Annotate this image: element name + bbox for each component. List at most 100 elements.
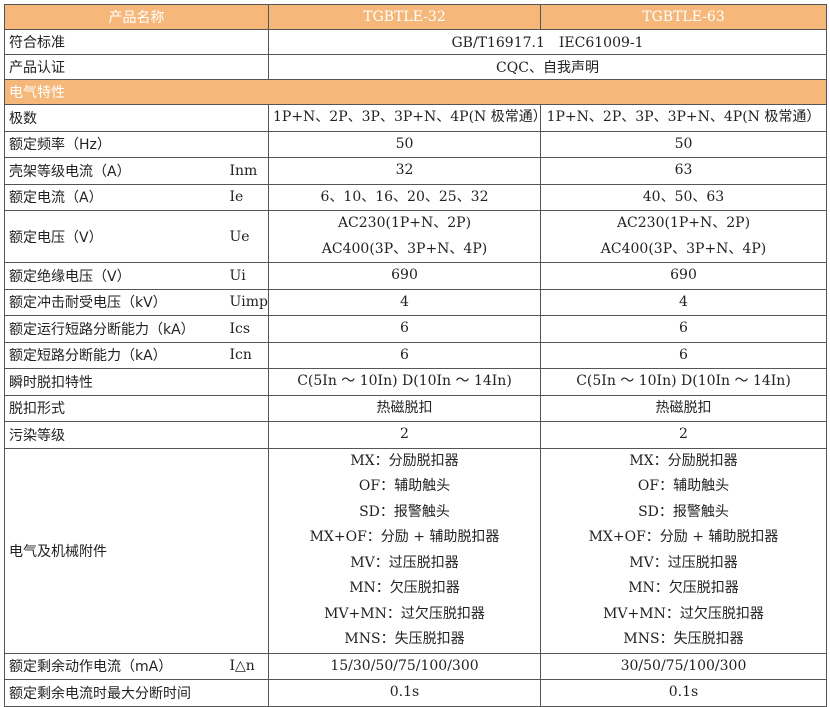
table-row: 额定电流（A） Ie 6、10、16、20、25、32 40、50、63 — [4, 183, 827, 211]
table-row: 电气及机械附件 MX：分励脱扣器 OF：辅助触头 SD：报警触头 MX+OF：分励 + … — [4, 447, 827, 654]
value-line: MV+MN：过欠压脱扣器 — [324, 605, 485, 622]
row-label: 额定剩余动作电流（mA） — [4, 652, 226, 680]
row-value: GB/T16917.1 IEC61009-1 — [268, 29, 827, 55]
table-row: 污染等级 2 2 — [4, 421, 827, 449]
row-label: 污染等级 — [4, 421, 226, 449]
value-line: 1P+N、2P、3P、3P+N、4P(N 极常通） — [546, 109, 821, 125]
value-line: MV+MN：过欠压脱扣器 — [603, 605, 764, 622]
value-line: 63 — [674, 162, 693, 178]
row-label: 额定绝缘电压（V） — [4, 262, 226, 290]
value-line: 2 — [679, 426, 688, 442]
row-value-1: 4 — [268, 288, 541, 316]
header-product-name: 产品名称 — [4, 4, 269, 30]
row-label: 产品认证 — [4, 54, 269, 80]
value-line: 50 — [395, 135, 414, 152]
value-line: 4 — [679, 293, 688, 310]
row-label: 额定短路分断能力（kA） — [4, 341, 226, 369]
value-line: OF：辅助触头 — [358, 478, 451, 494]
value-line: AC400(3P、3P+N、4P) — [600, 240, 767, 257]
row-value-2: 6 — [540, 315, 827, 343]
row-symbol: Uimp — [225, 288, 269, 316]
header-model-2: TGBTLE-63 — [540, 4, 827, 30]
value-line: 30/50/75/100/300 — [620, 657, 747, 674]
row-symbol: Icn — [225, 341, 269, 369]
value-line: MX+OF：分励 + 辅助脱扣器 — [588, 529, 779, 545]
row-label: 额定电流（A） — [4, 183, 226, 211]
value-line: MNS：失压脱扣器 — [344, 631, 465, 647]
row-symbol: Ie — [225, 183, 269, 211]
value-line: 0.1s — [668, 684, 699, 700]
row-label: 瞬时脱扣特性 — [4, 368, 226, 396]
row-value-2: 1P+N、2P、3P、3P+N、4P(N 极常通） — [540, 104, 827, 132]
row-label: 壳架等级电流（A） — [4, 157, 226, 185]
row-value-1: AC230(1P+N、2P) AC400(3P、3P+N、4P) — [268, 210, 541, 263]
table-row: 瞬时脱扣特性 C(5In ～ 10In) D(10In ～ 14In) C(5In … — [4, 368, 827, 396]
value-line: 0.1s — [389, 684, 420, 700]
row-value-1: 6 — [268, 341, 541, 369]
row-symbol: Ui — [225, 262, 269, 290]
value-line: 50 — [674, 135, 693, 152]
row-value-1: 热磁脱扣 — [268, 394, 541, 422]
row-value-2: 63 — [540, 157, 827, 185]
value-line: 40、50、63 — [642, 188, 725, 205]
row-value-2: AC230(1P+N、2P) AC400(3P、3P+N、4P) — [540, 210, 827, 263]
value-line: AC230(1P+N、2P) — [616, 215, 751, 231]
row-value-1: 0.1s — [268, 679, 541, 707]
table-row: 额定绝缘电压（V） Ui 690 690 — [4, 262, 827, 290]
value-line: MN：欠压脱扣器 — [628, 580, 739, 596]
row-symbol: Ue — [225, 210, 269, 263]
value-line: MX+OF：分励 + 辅助脱扣器 — [309, 529, 500, 545]
row-value-1: 32 — [268, 157, 541, 185]
table-row: 额定电压（V） Ue AC230(1P+N、2P) AC400(3P、3P+N、4P)… — [4, 210, 827, 263]
table-row: 极数 1P+N、2P、3P、3P+N、4P(N 极常通） 1P+N、2P、3P、3P… — [4, 104, 827, 132]
value-line: 6 — [679, 320, 688, 336]
row-symbol: Inm — [225, 157, 269, 185]
row-label: 极数 — [4, 104, 226, 132]
value-line: 6、10、16、20、25、32 — [320, 188, 489, 205]
value-line: 6 — [400, 346, 409, 363]
table-row: 额定频率（Hz） 50 50 — [4, 130, 827, 158]
row-value-2: 30/50/75/100/300 — [540, 652, 827, 680]
table-row: 额定剩余电流时最大分断时间 0.1s 0.1s — [4, 679, 827, 707]
value-line: AC400(3P、3P+N、4P) — [321, 240, 488, 257]
table-row: 脱扣形式 热磁脱扣 热磁脱扣 — [4, 394, 827, 422]
value-line: 1P+N、2P、3P、3P+N、4P(N 极常通） — [273, 109, 541, 125]
value-line: 690 — [391, 267, 418, 283]
value-line: OF：辅助触头 — [637, 478, 730, 494]
row-value-1: MX：分励脱扣器 OF：辅助触头 SD：报警触头 MX+OF：分励 + 辅助脱扣器 MV… — [268, 447, 541, 654]
value-line: 690 — [670, 267, 697, 283]
value-line: 热磁脱扣 — [655, 399, 712, 416]
row-symbol: Ics — [225, 315, 269, 343]
row-symbol: I△n — [225, 652, 269, 680]
row-value-1: 690 — [268, 262, 541, 290]
row-value-2: 2 — [540, 421, 827, 449]
row-value-2: 6 — [540, 341, 827, 369]
value-line: SD：报警触头 — [638, 503, 729, 520]
row-value-1: 6、10、16、20、25、32 — [268, 183, 541, 211]
row-symbol — [225, 447, 269, 654]
row-value-1: 15/30/50/75/100/300 — [268, 652, 541, 680]
table-row: 壳架等级电流（A） Inm 32 63 — [4, 157, 827, 185]
header-model-1: TGBTLE-32 — [268, 4, 541, 30]
row-label: 额定剩余电流时最大分断时间 — [4, 679, 226, 707]
row-symbol — [225, 104, 269, 132]
row-value-2: 50 — [540, 130, 827, 158]
row-value: CQC、自我声明 — [268, 54, 827, 80]
row-value-2: 0.1s — [540, 679, 827, 707]
row-label: 脱扣形式 — [4, 394, 226, 422]
table-row: 产品认证 CQC、自我声明 — [4, 54, 827, 80]
value-line: MX：分励脱扣器 — [629, 452, 738, 469]
row-value-1: 2 — [268, 421, 541, 449]
row-value-2: 40、50、63 — [540, 183, 827, 211]
value-line: 15/30/50/75/100/300 — [330, 657, 479, 674]
table-row: 额定短路分断能力（kA） Icn 6 6 — [4, 341, 827, 369]
value-line: MX：分励脱扣器 — [350, 452, 459, 469]
table-row: 额定运行短路分断能力（kA） Ics 6 6 — [4, 315, 827, 343]
value-line: MV：过压脱扣器 — [350, 554, 459, 571]
value-line: 2 — [400, 426, 409, 442]
row-value-2: C(5In ～ 10In) D(10In ～ 14In) — [540, 368, 827, 396]
section-row: 电气特性 — [4, 79, 827, 105]
value-line: C(5In ～ 10In) D(10In ～ 14In) — [297, 373, 512, 389]
value-line: MV：过压脱扣器 — [629, 554, 738, 571]
table-row: 额定剩余动作电流（mA） I△n 15/30/50/75/100/300 30/50/… — [4, 652, 827, 680]
